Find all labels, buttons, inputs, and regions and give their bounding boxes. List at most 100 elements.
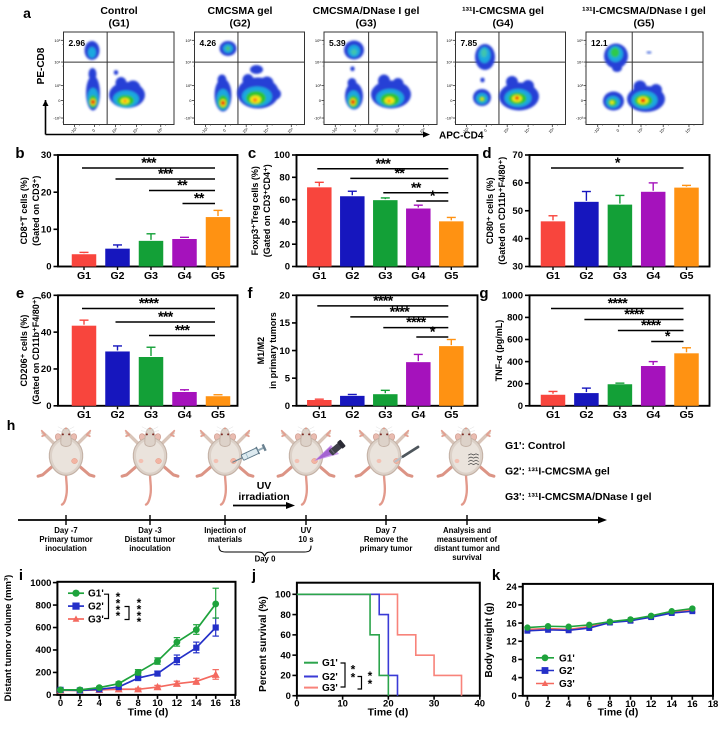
svg-text:100: 100 — [275, 590, 291, 601]
svg-text:****: **** — [641, 318, 662, 334]
svg-text:18: 18 — [230, 698, 241, 709]
svg-text:G2: G2 — [579, 270, 593, 282]
svg-text:G2': G2' — [559, 666, 575, 677]
svg-text:G4: G4 — [177, 270, 191, 282]
svg-text:0: 0 — [450, 98, 453, 103]
svg-text:200: 200 — [507, 379, 523, 390]
svg-text:10⁵: 10⁵ — [547, 126, 555, 134]
svg-text:10 s: 10 s — [298, 535, 314, 544]
svg-text:0: 0 — [46, 262, 51, 273]
svg-text:80: 80 — [279, 173, 290, 184]
svg-text:0: 0 — [285, 401, 290, 412]
svg-text:G3': G3' — [559, 679, 575, 690]
svg-text:0: 0 — [525, 699, 530, 710]
svg-text:10⁵: 10⁵ — [185, 38, 191, 43]
svg-text:Remove the: Remove the — [364, 535, 409, 544]
svg-text:G4: G4 — [411, 270, 425, 282]
svg-text:40: 40 — [512, 234, 523, 245]
svg-text:G1: G1 — [312, 270, 326, 282]
svg-text:12: 12 — [506, 636, 517, 647]
svg-text:10³: 10³ — [241, 126, 249, 134]
svg-text:G3: G3 — [144, 409, 158, 421]
svg-text:*: * — [116, 609, 121, 623]
svg-text:10³: 10³ — [315, 83, 321, 88]
svg-text:h: h — [7, 417, 16, 433]
svg-text:-10³: -10³ — [445, 116, 453, 121]
svg-text:G1: G1 — [77, 409, 91, 421]
svg-text:(Gated on CD3⁺CD4⁺): (Gated on CD3⁺CD4⁺) — [262, 164, 272, 257]
svg-text:0: 0 — [46, 690, 51, 701]
svg-text:**: ** — [411, 180, 422, 196]
svg-text:10³: 10³ — [502, 126, 510, 134]
svg-text:70: 70 — [512, 150, 523, 161]
svg-text:800: 800 — [36, 600, 52, 611]
svg-text:10³: 10³ — [186, 83, 192, 88]
svg-text:16: 16 — [210, 698, 221, 709]
svg-text:Analysis and: Analysis and — [443, 526, 491, 535]
svg-text:(Gated on CD11b⁺F4/80⁺): (Gated on CD11b⁺F4/80⁺) — [31, 297, 41, 405]
svg-text:12.1: 12.1 — [591, 38, 608, 48]
svg-text:10⁴: 10⁴ — [315, 60, 321, 65]
svg-text:G2: G2 — [345, 409, 359, 421]
svg-text:30: 30 — [41, 150, 52, 161]
svg-text:40: 40 — [280, 650, 291, 661]
svg-text:1000: 1000 — [502, 291, 523, 302]
svg-text:G1: G1 — [312, 409, 326, 421]
svg-text:G3: G3 — [378, 270, 392, 282]
svg-text:-10³: -10³ — [592, 126, 601, 135]
svg-text:inoculation: inoculation — [45, 544, 87, 553]
svg-text:UV: UV — [301, 526, 313, 535]
svg-text:Day -7: Day -7 — [54, 526, 77, 535]
svg-text:****: **** — [390, 304, 411, 320]
svg-text:***: *** — [376, 156, 392, 172]
svg-text:-10³: -10³ — [314, 116, 322, 121]
svg-text:distant tumor and: distant tumor and — [434, 544, 500, 553]
svg-text:Day 7: Day 7 — [376, 526, 397, 535]
svg-text:f: f — [248, 285, 254, 302]
svg-text:100: 100 — [274, 150, 290, 161]
svg-text:G2': ¹³¹I-CMCSMA gel: G2': ¹³¹I-CMCSMA gel — [505, 466, 610, 478]
svg-text:0: 0 — [286, 691, 291, 702]
svg-text:*: * — [116, 590, 121, 604]
svg-text:0: 0 — [352, 127, 358, 133]
svg-text:in primary tumors: in primary tumors — [268, 312, 278, 389]
svg-text:*: * — [137, 609, 142, 623]
svg-text:G3': ¹³¹I-CMCSMA/DNase I gel: G3': ¹³¹I-CMCSMA/DNase I gel — [505, 491, 652, 503]
svg-text:200: 200 — [36, 668, 52, 679]
svg-text:2.96: 2.96 — [69, 38, 86, 48]
svg-text:G2: G2 — [345, 270, 359, 282]
svg-text:0: 0 — [285, 262, 290, 273]
svg-text:8: 8 — [135, 698, 140, 709]
svg-text:10⁴: 10⁴ — [523, 126, 531, 134]
svg-text:20: 20 — [506, 600, 517, 611]
svg-text:*: * — [615, 156, 621, 172]
svg-text:irradiation: irradiation — [238, 491, 289, 503]
svg-text:18: 18 — [708, 699, 719, 710]
svg-text:-10³: -10³ — [200, 126, 209, 135]
svg-text:j: j — [251, 567, 256, 584]
svg-text:G1': Control: G1': Control — [505, 440, 565, 452]
svg-text:a: a — [23, 5, 31, 21]
svg-text:Time (d): Time (d) — [128, 707, 169, 719]
svg-text:4: 4 — [512, 673, 518, 684]
svg-text:20: 20 — [41, 187, 52, 198]
svg-text:PE-CD8: PE-CD8 — [36, 47, 47, 84]
svg-text:1000: 1000 — [30, 578, 51, 589]
svg-text:16: 16 — [506, 618, 517, 629]
svg-text:-10³: -10³ — [69, 126, 78, 135]
svg-text:e: e — [16, 285, 24, 302]
svg-text:8: 8 — [607, 699, 612, 710]
svg-text:10³: 10³ — [577, 83, 583, 88]
svg-text:-10³: -10³ — [461, 126, 470, 135]
svg-text:(Gated on CD3⁺): (Gated on CD3⁺) — [31, 176, 41, 246]
svg-text:g: g — [479, 285, 488, 302]
svg-text:Day 0: Day 0 — [255, 555, 276, 564]
svg-text:G1': G1' — [88, 589, 104, 600]
svg-text:12: 12 — [646, 699, 657, 710]
svg-text:6: 6 — [587, 699, 592, 710]
svg-text:****: **** — [139, 296, 160, 312]
svg-text:10⁵: 10⁵ — [315, 38, 321, 43]
svg-text:inoculation: inoculation — [129, 544, 171, 553]
svg-text:G3: G3 — [613, 270, 627, 282]
svg-text:15: 15 — [279, 318, 290, 329]
